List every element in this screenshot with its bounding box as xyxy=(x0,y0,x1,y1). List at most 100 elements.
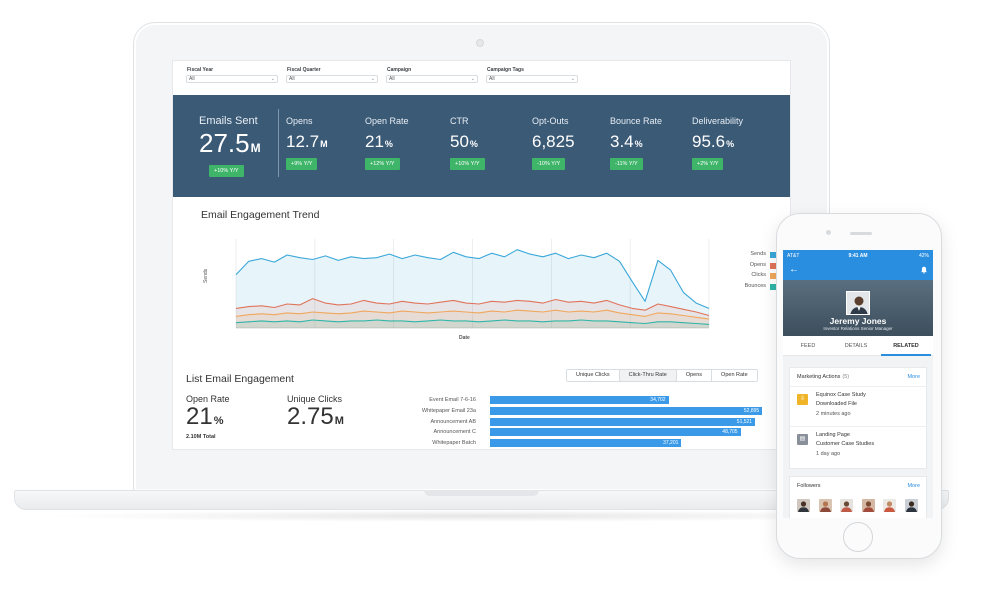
kpi-badge: +2% Y/Y xyxy=(692,158,724,170)
bar-row[interactable]: Event Email 7-6-16 34,702 xyxy=(373,396,773,404)
legend-item-bounces[interactable]: Bounces xyxy=(726,283,776,294)
legend-swatch xyxy=(770,283,776,290)
more-link[interactable]: More xyxy=(907,483,920,489)
status-bar: 9:41 AM AT&T 42% xyxy=(783,250,933,262)
action-title: Equinox Case Study xyxy=(816,392,866,398)
card-title: Marketing Actions xyxy=(797,374,841,380)
series-line-clicks[interactable] xyxy=(235,309,710,320)
bar-row[interactable]: Whitepaper Email 23a 52,895 xyxy=(373,407,773,415)
card-title: Followers xyxy=(797,483,821,489)
bar-row[interactable]: Announcement AB 51,521 xyxy=(373,418,773,426)
tab-opens[interactable]: Opens xyxy=(676,370,713,381)
series-line-sends[interactable] xyxy=(235,249,710,309)
metric-value: 21% xyxy=(186,404,230,434)
follower-avatar[interactable] xyxy=(797,499,810,512)
tab-related[interactable]: RELATED xyxy=(881,336,931,356)
filter-value: All xyxy=(189,76,195,82)
kpi-open-rate: Open Rate 21% +12% Y/Y xyxy=(365,116,409,170)
filter-value: All xyxy=(389,76,395,82)
kpi-value: 50% xyxy=(450,132,485,152)
kpi-badge: +9% Y/Y xyxy=(286,158,318,170)
metric-unit: % xyxy=(213,415,224,427)
tab-details[interactable]: DETAILS xyxy=(844,343,868,349)
kpi-label: Opens xyxy=(286,116,313,126)
tab-open-rate[interactable]: Open Rate xyxy=(712,370,757,381)
filter-label: Campaign Tags xyxy=(487,67,524,73)
kpi-opens: Opens 12.7M +9% Y/Y xyxy=(286,116,328,170)
bar-value: 37,201 xyxy=(663,440,679,446)
marketing-action-item[interactable]: ▤ Landing Page Customer Case Studies 1 d… xyxy=(790,426,926,466)
filter-label: Campaign xyxy=(387,67,412,73)
fiscal-year-select[interactable]: All ⌄ xyxy=(186,75,278,83)
legend-item-sends[interactable]: Sends xyxy=(726,251,776,262)
tab-unique-clicks[interactable]: Unique Clicks xyxy=(567,370,620,381)
metric-label: Open Rate xyxy=(186,394,230,404)
more-link[interactable]: More xyxy=(907,374,920,380)
engagement-trend-chart xyxy=(235,239,710,329)
home-button[interactable] xyxy=(843,522,873,552)
bar-row[interactable]: Announcement C 48,705 xyxy=(373,428,773,436)
profile-avatar[interactable] xyxy=(846,291,870,315)
follower-avatar[interactable] xyxy=(904,499,918,512)
kpi-value: 3.4% xyxy=(610,132,662,152)
kpi-number: 12.7 xyxy=(286,132,320,151)
kpi-badge: -10% Y/Y xyxy=(532,158,566,170)
filter-value: All xyxy=(489,76,495,82)
filter-campaign: Campaign All ⌄ xyxy=(386,67,478,83)
legend-item-opens[interactable]: Opens xyxy=(726,262,776,273)
metric-value: 2.75M xyxy=(287,404,344,434)
marketing-action-item[interactable]: ⇩ Equinox Case Study Downloaded File 2 m… xyxy=(790,386,926,426)
legend-label: Opens xyxy=(749,261,766,268)
card-header: Followers More xyxy=(790,477,926,495)
kpi-value: 12.7M xyxy=(286,132,328,152)
kpi-badge: +10% Y/Y xyxy=(209,165,244,177)
status-carrier: AT&T xyxy=(787,253,800,259)
bar: 37,201 xyxy=(490,439,682,447)
metric-subtext: 2.10M Total xyxy=(186,434,216,440)
bell-icon[interactable] xyxy=(920,266,928,274)
phone-screen: 9:41 AM AT&T 42% ← Jeremy Jones Investor… xyxy=(783,250,933,518)
follower-avatar[interactable] xyxy=(818,499,832,512)
campaign-select[interactable]: All ⌄ xyxy=(386,75,478,83)
profile-tabs: FEED DETAILS RELATED xyxy=(783,336,933,356)
bar-value: 34,702 xyxy=(650,397,666,403)
status-time: 9:41 AM xyxy=(848,253,868,259)
follower-avatar[interactable] xyxy=(883,499,896,512)
legend-item-clicks[interactable]: Clicks xyxy=(726,272,776,283)
tab-feed[interactable]: FEED xyxy=(800,343,816,349)
series-line-bounces[interactable] xyxy=(235,319,710,325)
follower-avatar[interactable] xyxy=(840,499,853,512)
back-arrow-icon[interactable]: ← xyxy=(789,264,799,275)
kpi-bounce-rate: Bounce Rate 3.4% -11% Y/Y xyxy=(610,116,662,170)
tab-click-thru-rate[interactable]: Click-Thru Rate xyxy=(619,370,677,381)
bar: 34,702 xyxy=(490,396,669,404)
bar-value: 52,895 xyxy=(743,408,760,414)
kpi-ctr: CTR 50% +10% Y/Y xyxy=(450,116,485,170)
series-area-clicks xyxy=(236,310,709,328)
kpi-opt-outs: Opt-Outs 6,825 -10% Y/Y xyxy=(532,116,575,170)
action-subtitle: Downloaded File xyxy=(816,401,857,407)
series-line-opens[interactable] xyxy=(235,298,710,317)
kpi-number: 27.5 xyxy=(199,128,250,158)
card-header: Marketing Actions (5) More xyxy=(790,368,926,386)
laptop-camera xyxy=(476,39,484,47)
fiscal-quarter-select[interactable]: All ⌄ xyxy=(286,75,378,83)
campaign-tags-select[interactable]: All ⌄ xyxy=(486,75,578,83)
kpi-value: 6,825 xyxy=(532,132,575,152)
dashboard-screen: Fiscal Year All ⌄ Fiscal Quarter All ⌄ C… xyxy=(172,60,791,450)
metric-unit: M xyxy=(334,415,344,427)
bar-label: Whitepaper Batch xyxy=(432,440,476,446)
kpi-label: Bounce Rate xyxy=(610,116,663,126)
kpi-unit: % xyxy=(469,139,478,149)
filter-fiscal-year: Fiscal Year All ⌄ xyxy=(186,67,278,83)
action-title: Landing Page xyxy=(816,432,850,438)
kpi-unit: % xyxy=(384,139,393,149)
person-icon xyxy=(883,499,896,512)
bar-row[interactable]: Whitepaper Batch 37,201 xyxy=(373,439,773,447)
follower-avatar[interactable] xyxy=(861,499,875,512)
card-count: (5) xyxy=(842,374,850,380)
kpi-value: 21% xyxy=(365,132,409,152)
follower-list xyxy=(797,499,926,512)
person-icon xyxy=(818,499,832,512)
kpi-badge: -11% Y/Y xyxy=(610,158,643,170)
